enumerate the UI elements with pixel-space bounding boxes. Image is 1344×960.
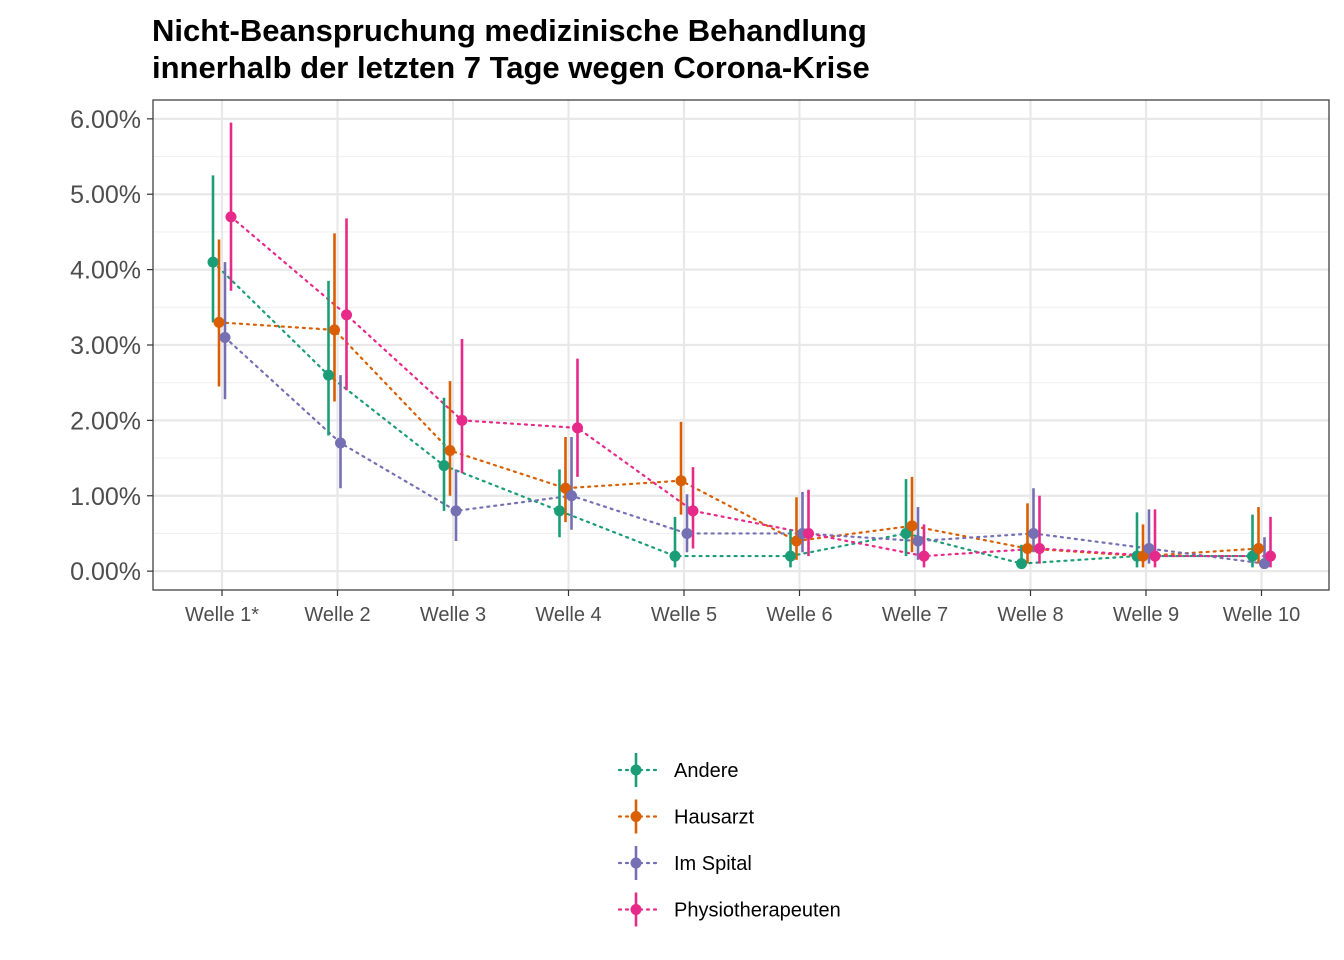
legend-key-point [630, 904, 642, 915]
legend-key-point [630, 857, 642, 869]
data-point [669, 550, 681, 562]
data-point [1143, 543, 1155, 555]
x-tick-label: Welle 5 [651, 604, 717, 626]
chart-title-line-2: innerhalb der letzten 7 Tage wegen Coron… [152, 50, 870, 85]
data-point [1028, 527, 1039, 539]
data-point [341, 309, 352, 321]
y-tick-label: 0.00% [70, 558, 141, 586]
data-point [912, 535, 924, 547]
y-tick-label: 6.00% [70, 106, 141, 134]
data-point [456, 414, 468, 426]
data-point [572, 422, 583, 434]
data-point [803, 527, 814, 539]
y-tick-label: 1.00% [70, 483, 141, 511]
grid-minor [153, 155, 1329, 535]
legend-item: Hausarzt [617, 799, 754, 834]
series-errorbars [211, 122, 1272, 569]
data-point [1259, 558, 1270, 570]
x-tick-label: Welle 4 [535, 604, 601, 626]
data-point [219, 331, 231, 343]
series-line [211, 260, 1254, 565]
data-point [906, 520, 918, 532]
x-tick-label: Welle 1* [185, 604, 259, 626]
x-tick-label: Welle 9 [1113, 604, 1179, 626]
data-point [1034, 543, 1045, 555]
x-tick-label: Welle 7 [882, 604, 948, 626]
data-point [207, 256, 219, 268]
panel-border [152, 99, 1330, 591]
x-tick-label: Welle 8 [997, 604, 1063, 626]
data-point [213, 316, 225, 328]
data-point [1016, 558, 1027, 570]
series-points [207, 211, 1276, 570]
data-point [335, 437, 346, 449]
data-point [566, 490, 577, 502]
y-tick-label: 3.00% [70, 332, 141, 360]
legend-label: Im Spital [674, 853, 752, 875]
x-tick-label: Welle 3 [420, 604, 486, 626]
x-tick-label: Welle 10 [1223, 604, 1300, 626]
data-point [1265, 550, 1276, 562]
data-point [554, 505, 565, 517]
series-line [229, 215, 1272, 558]
legend-item: Andere [617, 753, 739, 787]
data-point [329, 324, 340, 336]
y-axis: 0.00% 1.00% 2.00% 3.00% 4.00% 5.00% 6.00% [70, 106, 153, 586]
data-point [1247, 550, 1258, 562]
data-point [438, 460, 450, 472]
legend-item: Physiotherapeuten [617, 892, 841, 927]
data-point [791, 535, 802, 547]
series-line [223, 336, 1266, 565]
data-point [687, 505, 699, 517]
grid-major [153, 100, 1329, 590]
data-point [900, 527, 912, 539]
y-tick-label: 5.00% [70, 181, 141, 209]
data-point [323, 369, 334, 381]
legend-label: Hausarzt [674, 807, 754, 829]
legend-label: Andere [674, 760, 739, 782]
x-axis: Welle 1* Welle 2 Welle 3 Welle 4 Welle 5 Well… [185, 590, 1300, 626]
data-point [1137, 550, 1149, 562]
legend: Andere Hausarzt Im Spital Physiotherapeuten [617, 753, 841, 927]
data-point [675, 475, 687, 487]
y-tick-label: 4.00% [70, 257, 141, 285]
data-point [444, 445, 456, 457]
chart-title-line-1: Nicht-Beanspruchung medizinische Behandl… [152, 13, 867, 48]
legend-item: Im Spital [617, 846, 752, 880]
legend-key-point [630, 764, 642, 776]
series-lines [211, 215, 1272, 565]
data-point [450, 505, 462, 517]
data-point [1022, 543, 1033, 555]
data-point [918, 550, 930, 562]
data-point [560, 482, 571, 494]
legend-key-point [630, 811, 642, 822]
data-point [225, 211, 237, 223]
x-tick-label: Welle 6 [766, 604, 832, 626]
data-point [681, 527, 693, 539]
data-point [1253, 543, 1264, 555]
legend-label: Physiotherapeuten [674, 900, 841, 922]
data-point [1149, 550, 1161, 562]
data-point [785, 550, 796, 562]
chart-title: Nicht-Beanspruchung medizinische Behandl… [152, 12, 870, 86]
x-tick-label: Welle 2 [304, 604, 370, 626]
y-tick-label: 2.00% [70, 407, 141, 435]
